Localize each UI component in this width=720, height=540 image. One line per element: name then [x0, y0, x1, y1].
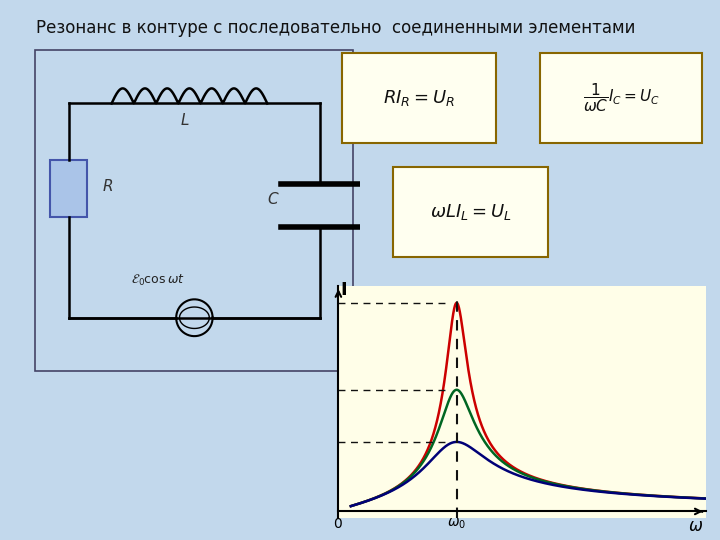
- Bar: [394, 167, 548, 257]
- Text: $\mathbf{I}$: $\mathbf{I}$: [340, 281, 346, 299]
- Text: $\mathcal{E}_0\cos\omega t$: $\mathcal{E}_0\cos\omega t$: [132, 273, 185, 288]
- Text: $L$: $L$: [180, 112, 189, 128]
- Text: $C$: $C$: [267, 191, 280, 207]
- Text: $\omega$: $\omega$: [688, 517, 703, 535]
- Bar: [342, 53, 496, 143]
- Text: $\dfrac{1}{\omega C}I_C = U_C$: $\dfrac{1}{\omega C}I_C = U_C$: [582, 82, 660, 114]
- Text: Резонанс в контуре с последовательно  соединенными элементами: Резонанс в контуре с последовательно сое…: [36, 19, 635, 37]
- Text: $RI_R = U_R$: $RI_R = U_R$: [383, 88, 455, 108]
- Text: $0$: $0$: [333, 517, 343, 531]
- Bar: [540, 53, 702, 143]
- Text: $\omega_0$: $\omega_0$: [447, 517, 467, 531]
- Bar: [50, 160, 87, 217]
- Text: $\omega LI_L = U_L$: $\omega LI_L = U_L$: [430, 202, 511, 222]
- Text: $R$: $R$: [102, 178, 113, 193]
